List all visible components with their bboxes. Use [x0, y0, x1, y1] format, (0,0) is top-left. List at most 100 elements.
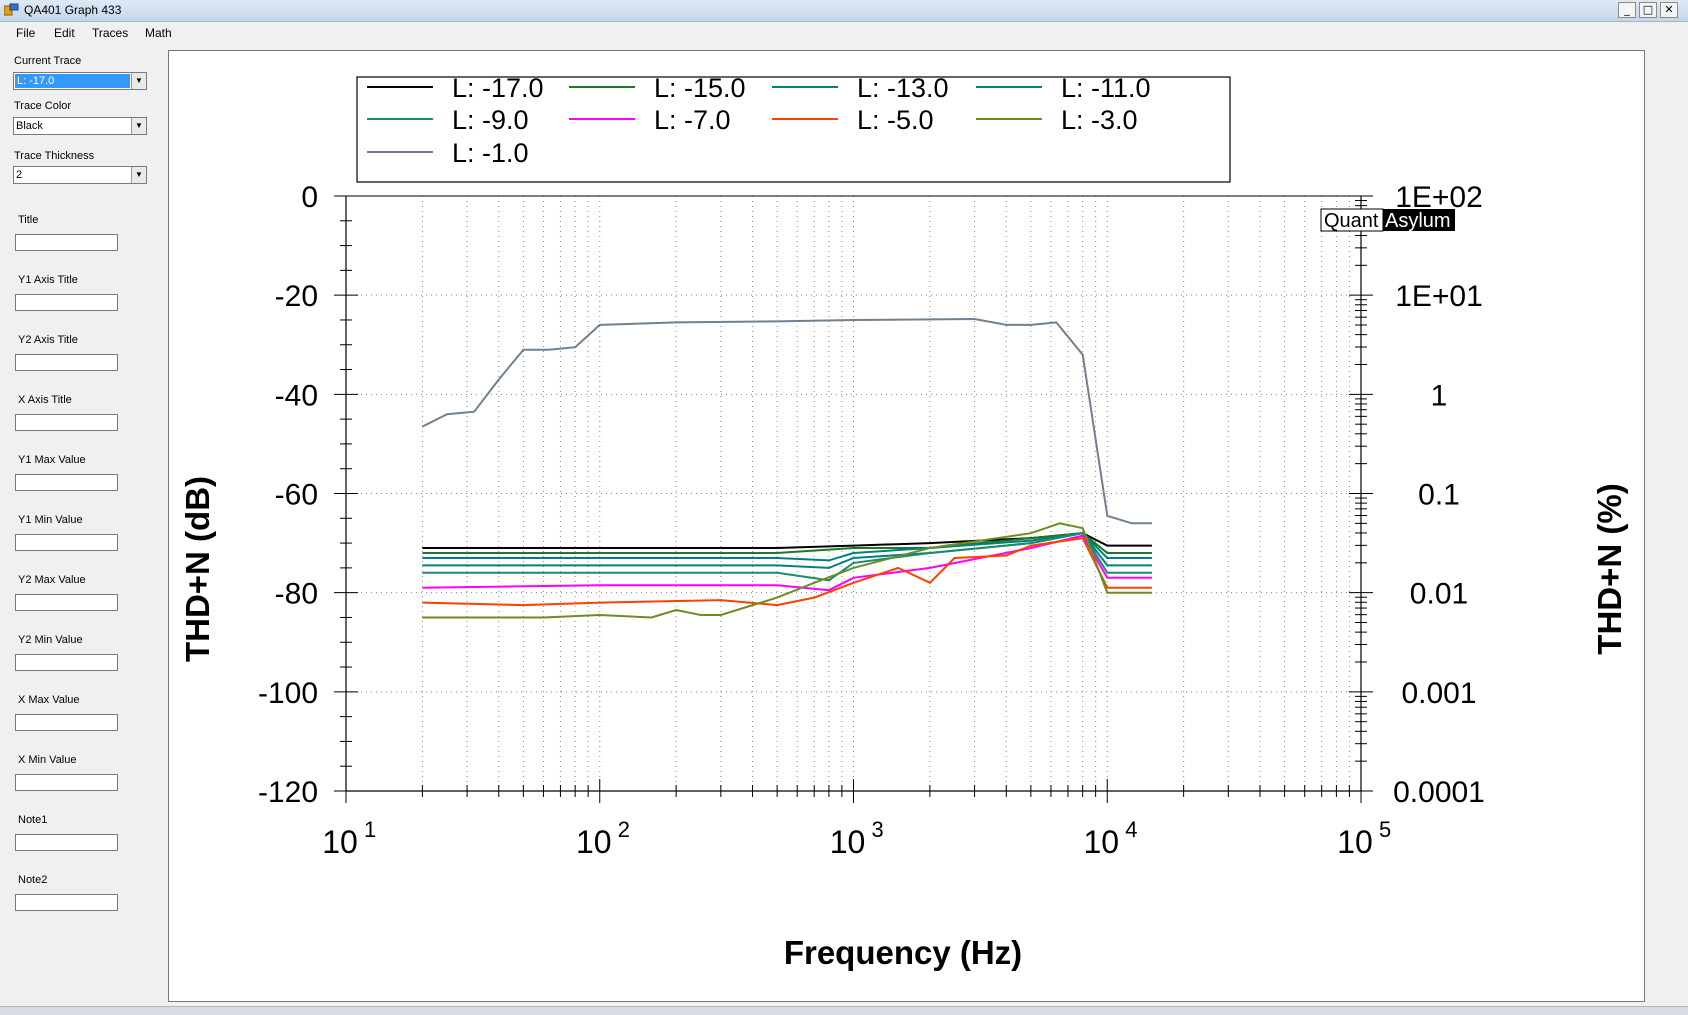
x-min-label: X Min Value [18, 754, 77, 766]
y1-axis-title: THD+N (dB) [179, 476, 216, 662]
legend-label: L: -5.0 [857, 105, 934, 135]
y1-tick-label: -80 [275, 578, 318, 611]
y2-tick-label: 1E+02 [1395, 181, 1483, 214]
y2-max-label: Y2 Max Value [18, 574, 86, 586]
taskbar-strip [0, 1006, 1688, 1015]
window-title: QA401 Graph 433 [24, 3, 122, 17]
chevron-down-icon[interactable]: ▼ [131, 167, 146, 183]
y2-min-input[interactable] [15, 654, 118, 671]
trace-thickness-select[interactable]: 2 ▼ [13, 166, 147, 184]
legend-label: L: -1.0 [452, 138, 529, 168]
current-trace-value: L: -17.0 [15, 74, 130, 88]
y2-tick-label: 0.001 [1401, 677, 1476, 710]
chevron-down-icon[interactable]: ▼ [131, 118, 146, 134]
legend-label: L: -17.0 [452, 73, 544, 103]
logo-text-asylum: Asylum [1385, 210, 1451, 232]
x-tick-exponent: 3 [872, 817, 884, 842]
legend-label: L: -13.0 [857, 73, 949, 103]
y2-axis-title-input[interactable] [15, 354, 118, 371]
x-axis-title: Frequency (Hz) [784, 934, 1022, 971]
trace-thickness-value: 2 [16, 169, 23, 181]
y1-tick-label: -100 [258, 677, 318, 710]
window-right-edge [1655, 44, 1688, 1006]
x-tick-exponent: 1 [364, 817, 376, 842]
y2-min-label: Y2 Min Value [18, 634, 83, 646]
series-line [421, 317, 1152, 525]
minimize-button[interactable]: _ [1618, 2, 1636, 18]
grid-lines [346, 196, 1361, 791]
graph-area[interactable]: L: -17.0 L: -15.0 L: -13.0 L: -11.0 L: -9.0 L… [168, 50, 1645, 1002]
legend-label: L: -11.0 [1061, 73, 1151, 103]
logo-text-quant: Quant [1324, 210, 1379, 232]
legend-label: L: -3.0 [1061, 105, 1138, 135]
legend: L: -17.0 L: -15.0 L: -13.0 L: -11.0L: -9.0 L… [356, 73, 1231, 183]
y2-max-input[interactable] [15, 594, 118, 611]
y1-tick-label: -120 [258, 776, 318, 809]
menu-bar: File Edit Traces Math [0, 22, 1688, 44]
y1-tick-label: -60 [275, 479, 318, 512]
trace-color-label: Trace Color [14, 100, 72, 112]
legend-label: L: -15.0 [654, 73, 746, 103]
x-tick-label: 10 [322, 824, 358, 860]
legend-label: L: -7.0 [654, 105, 731, 135]
menu-file[interactable]: File [16, 26, 36, 40]
y2-axis-title-label: Y2 Axis Title [18, 334, 78, 346]
x-tick-label: 10 [830, 824, 866, 860]
x-axis-title-label: X Axis Title [18, 394, 72, 406]
y1-axis-title-input[interactable] [15, 294, 118, 311]
app-icon [4, 3, 19, 16]
x-tick-exponent: 4 [1125, 817, 1137, 842]
trace-color-select[interactable]: Black ▼ [13, 117, 147, 135]
note2-input[interactable] [15, 894, 118, 911]
menu-traces[interactable]: Traces [92, 26, 129, 40]
series-line [422, 534, 1152, 592]
y1-tick-label: -20 [275, 280, 318, 313]
y2-tick-label: 0.01 [1410, 578, 1468, 611]
series-line [422, 537, 1152, 607]
y1-max-input[interactable] [15, 474, 118, 491]
x-max-label: X Max Value [18, 694, 80, 706]
y2-tick-label: 0.0001 [1393, 776, 1485, 809]
note1-input[interactable] [15, 834, 118, 851]
y1-axis-title-label: Y1 Axis Title [18, 274, 78, 286]
y1-max-label: Y1 Max Value [18, 454, 86, 466]
y2-tick-label: 0.1 [1418, 479, 1460, 512]
menu-edit[interactable]: Edit [54, 26, 75, 40]
y1-tick-label: -40 [275, 379, 318, 412]
note1-label: Note1 [18, 814, 48, 826]
note2-label: Note2 [18, 874, 48, 886]
y1-tick-label: 0 [301, 181, 318, 214]
y2-axis-title: THD+N (%) [1591, 483, 1628, 654]
current-trace-label: Current Trace [14, 55, 82, 67]
y1-min-label: Y1 Min Value [18, 514, 83, 526]
title-label: Title [18, 214, 39, 226]
y1-min-input[interactable] [15, 534, 118, 551]
x-tick-exponent: 2 [618, 817, 630, 842]
x-axis-title-input[interactable] [15, 414, 118, 431]
legend-box [356, 76, 1231, 183]
chevron-down-icon[interactable]: ▼ [131, 73, 146, 89]
trace-thickness-label: Trace Thickness [14, 150, 95, 162]
logo-box-right [1383, 209, 1455, 231]
trace-color-value: Black [16, 120, 43, 132]
x-tick-label: 10 [576, 824, 612, 860]
x-max-input[interactable] [15, 714, 118, 731]
thd-chart: L: -17.0 L: -15.0 L: -13.0 L: -11.0L: -9.0 L… [179, 73, 1628, 971]
y2-tick-label: 1 [1431, 379, 1448, 412]
axis-ticks: 0 -20 -40 -60 -80 -100 -120 1E+02 1E+01 1 0.1 0.01 0… [258, 181, 1485, 860]
series-line [422, 522, 1152, 619]
series-line [422, 532, 1152, 549]
legend-label: L: -9.0 [452, 105, 529, 135]
menu-math[interactable]: Math [145, 26, 172, 40]
series-line [422, 532, 1152, 569]
x-tick-label: 10 [1337, 824, 1373, 860]
maximize-button[interactable]: □ [1639, 2, 1657, 18]
quantasylum-logo: Quant Asylum [1320, 208, 1455, 232]
series-line [422, 532, 1152, 562]
close-button[interactable]: ✕ [1660, 2, 1678, 18]
series-line [422, 532, 1152, 582]
x-min-input[interactable] [15, 774, 118, 791]
series-lines [421, 317, 1152, 619]
current-trace-select[interactable]: L: -17.0 ▼ [13, 72, 147, 90]
title-input[interactable] [15, 234, 118, 251]
